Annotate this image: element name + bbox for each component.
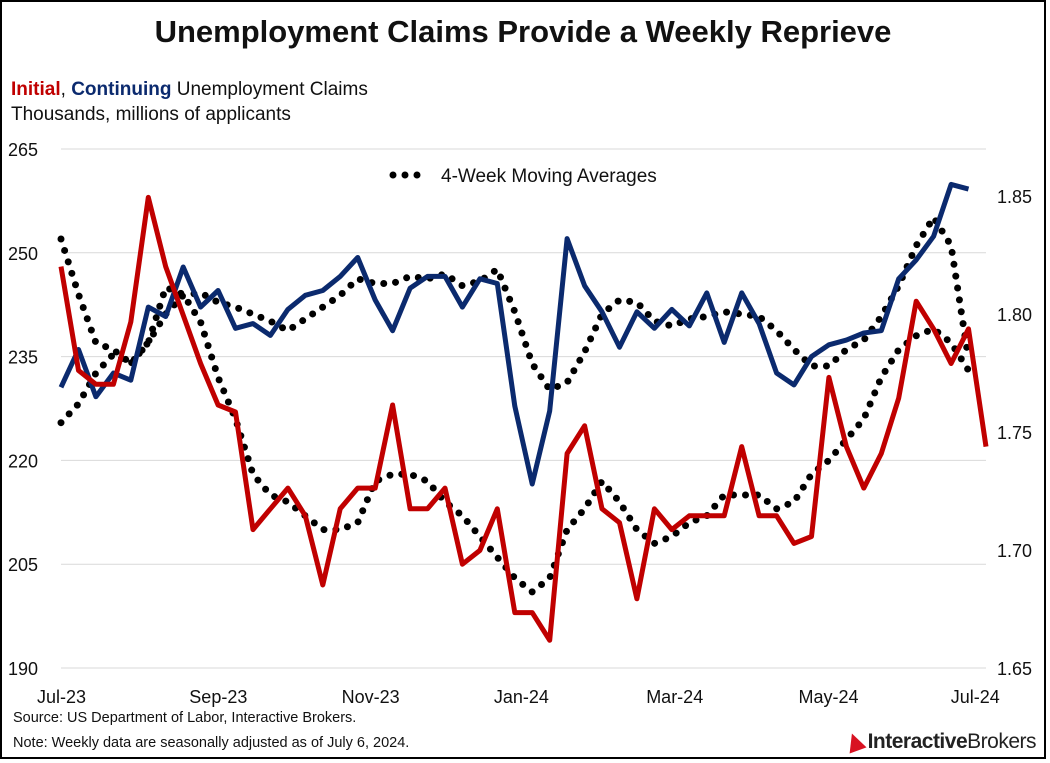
logo-icon [843, 730, 867, 754]
right-tick-label: 1.85 [997, 187, 1032, 207]
left-tick-label: 265 [8, 140, 38, 160]
right-tick-label: 1.75 [997, 423, 1032, 443]
right-tick-label: 1.65 [997, 659, 1032, 679]
chart-subtitle: Initial, Continuing Unemployment Claims … [11, 77, 368, 127]
left-tick-label: 235 [8, 348, 38, 368]
x-tick-label: Nov-23 [342, 687, 400, 707]
continuing-claims-line [58, 181, 970, 487]
right-tick-label: 1.80 [997, 305, 1032, 325]
units-label: Thousands, millions of applicants [11, 104, 291, 125]
chart-title: Unemployment Claims Provide a Weekly Rep… [154, 14, 892, 49]
continuing-label: Continuing [71, 79, 172, 100]
right-tick-label: 1.70 [997, 541, 1032, 561]
left-tick-label: 190 [8, 659, 38, 679]
logo-word-light: Brokers [967, 730, 1036, 753]
logo-word-bold: Interactive [867, 730, 968, 753]
left-tick-label: 220 [8, 451, 38, 471]
data-note: Note: Weekly data are seasonally adjuste… [13, 735, 410, 751]
x-tick-label: May-24 [799, 687, 859, 707]
subtitle-rest: Unemployment Claims [171, 79, 368, 100]
footnotes: Source: US Department of Labor, Interact… [13, 706, 409, 756]
left-tick-label: 205 [8, 555, 38, 575]
x-tick-label: Jan-24 [494, 687, 549, 707]
initial-claims-line [58, 194, 989, 643]
source-note: Source: US Department of Labor, Interact… [13, 710, 357, 726]
x-tick-label: Jul-23 [37, 687, 86, 707]
left-tick-label: 250 [8, 244, 38, 264]
x-tick-label: Sep-23 [189, 687, 247, 707]
interactive-brokers-logo: InteractiveBrokers [843, 728, 1036, 756]
subtitle-separator: , [60, 79, 72, 100]
legend-label: 4-Week Moving Averages [441, 166, 657, 187]
initial-label: Initial [11, 79, 61, 100]
x-tick-label: Jul-24 [951, 687, 1000, 707]
x-tick-label: Mar-24 [646, 687, 703, 707]
continuing-moving-average-line [57, 213, 972, 427]
